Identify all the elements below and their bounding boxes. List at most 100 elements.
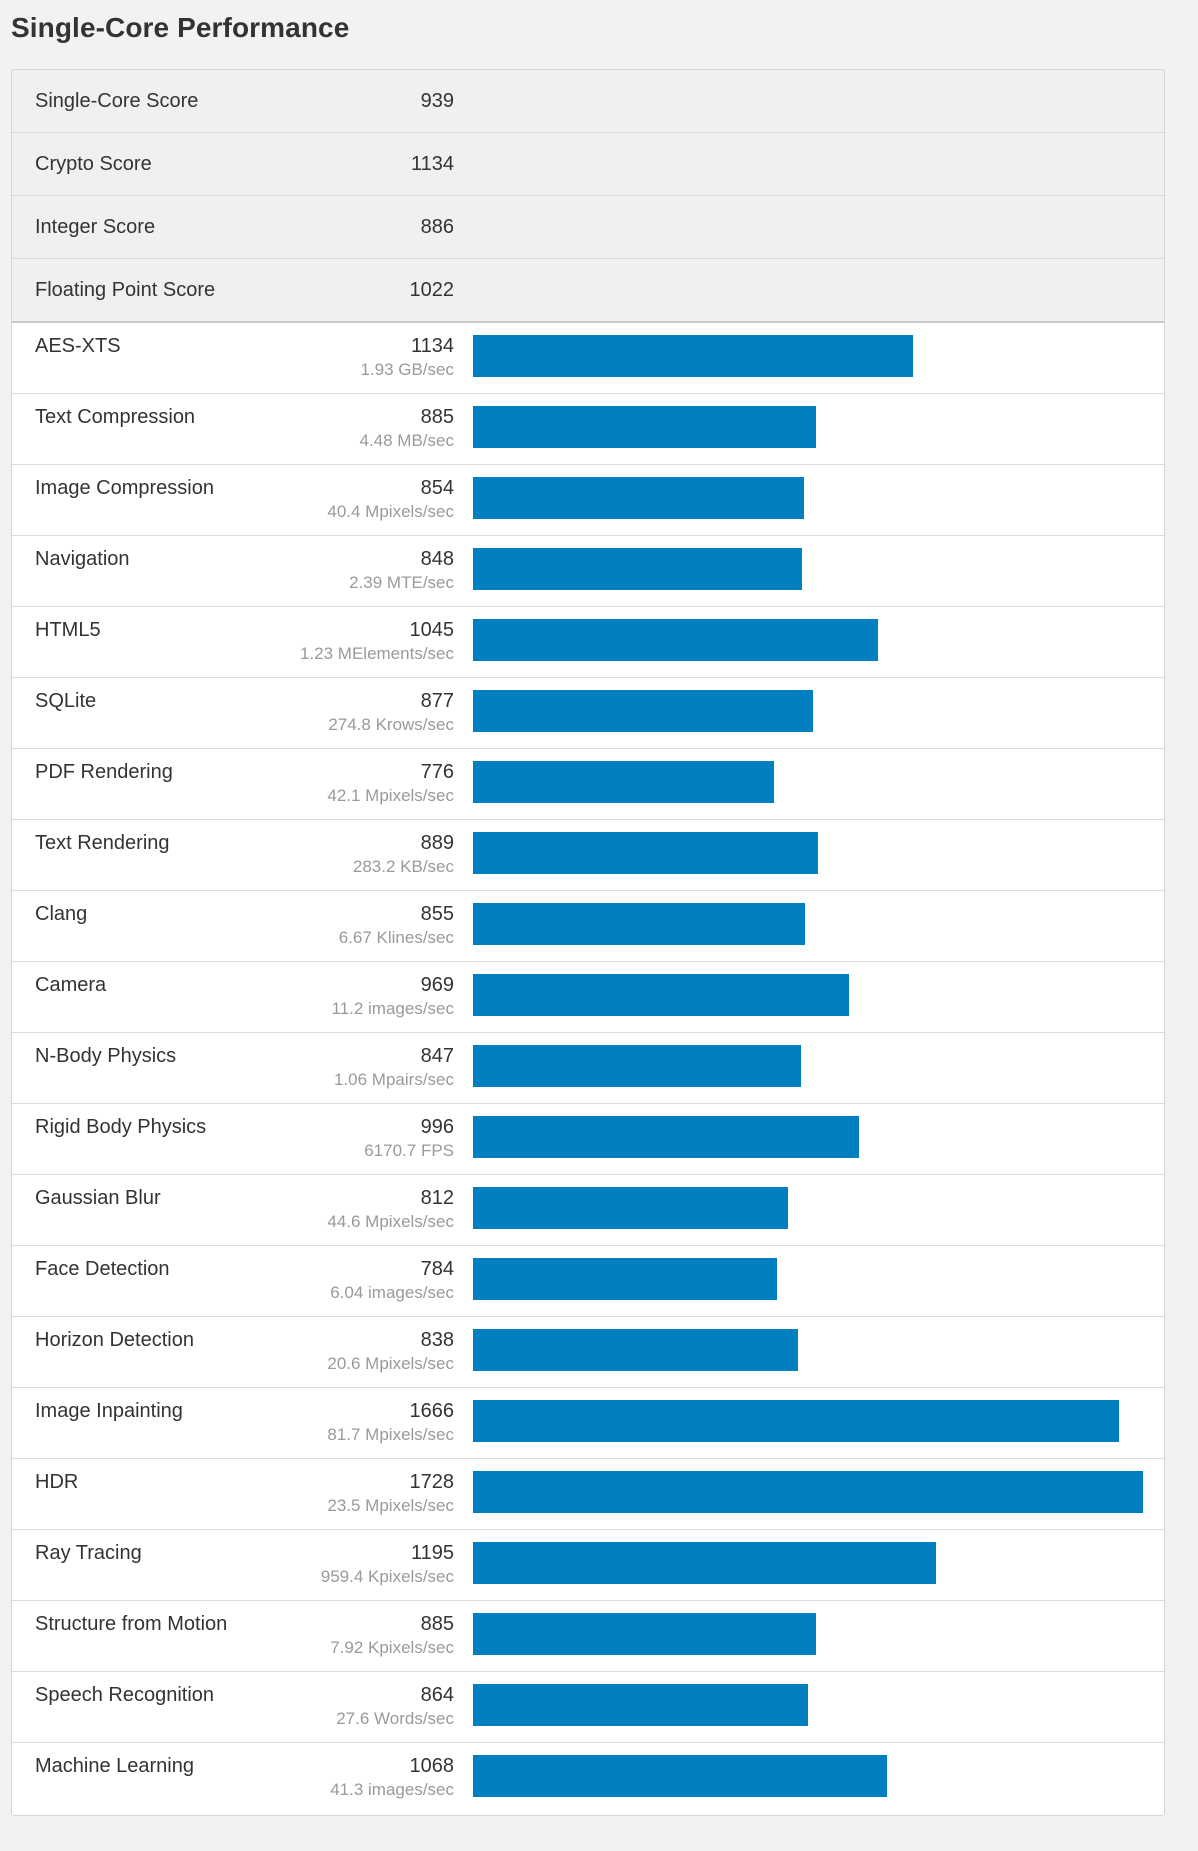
benchmark-bar-track bbox=[473, 1329, 1143, 1371]
benchmark-bar-track bbox=[473, 690, 1143, 732]
benchmark-name: Gaussian Blur bbox=[35, 1187, 161, 1210]
benchmark-bar-track bbox=[473, 619, 1143, 661]
benchmark-rate: 274.8 Krows/sec bbox=[328, 715, 454, 735]
benchmark-row: N-Body Physics 847 1.06 Mpairs/sec bbox=[12, 1033, 1164, 1104]
benchmark-row: Gaussian Blur 812 44.6 Mpixels/sec bbox=[12, 1175, 1164, 1246]
benchmark-bar bbox=[473, 548, 802, 590]
benchmark-bar-track bbox=[473, 1542, 1143, 1584]
benchmark-row: PDF Rendering 776 42.1 Mpixels/sec bbox=[12, 749, 1164, 820]
benchmark-bar bbox=[473, 903, 805, 945]
benchmark-score: 776 bbox=[421, 761, 454, 784]
benchmark-bar bbox=[473, 1542, 936, 1584]
benchmark-bar bbox=[473, 1258, 777, 1300]
summary-score: 1022 bbox=[410, 279, 455, 302]
benchmark-score: 885 bbox=[421, 1613, 454, 1636]
benchmark-bar-track bbox=[473, 406, 1143, 448]
benchmark-bar bbox=[473, 1045, 801, 1087]
benchmark-score: 1045 bbox=[410, 619, 455, 642]
benchmark-name: Text Compression bbox=[35, 406, 195, 429]
benchmark-score: 889 bbox=[421, 832, 454, 855]
benchmark-name: Camera bbox=[35, 974, 106, 997]
benchmark-bar bbox=[473, 1329, 798, 1371]
benchmark-name: HDR bbox=[35, 1471, 78, 1494]
benchmark-row: Machine Learning 1068 41.3 images/sec bbox=[12, 1743, 1164, 1815]
benchmark-rate: 27.6 Words/sec bbox=[336, 1709, 454, 1729]
summary-name: Floating Point Score bbox=[35, 279, 215, 302]
benchmark-row: AES-XTS 1134 1.93 GB/sec bbox=[12, 323, 1164, 394]
benchmark-score: 1195 bbox=[411, 1542, 454, 1565]
benchmark-bar bbox=[473, 761, 774, 803]
benchmark-bar bbox=[473, 1755, 887, 1797]
benchmark-score: 784 bbox=[421, 1258, 454, 1281]
benchmark-bar-track bbox=[473, 477, 1143, 519]
benchmark-row: Rigid Body Physics 996 6170.7 FPS bbox=[12, 1104, 1164, 1175]
benchmark-bar-track bbox=[473, 1684, 1143, 1726]
benchmark-rate: 40.4 Mpixels/sec bbox=[327, 502, 454, 522]
benchmark-rate: 4.48 MB/sec bbox=[360, 431, 455, 451]
benchmark-score: 1728 bbox=[410, 1471, 455, 1494]
benchmark-score: 855 bbox=[421, 903, 454, 926]
benchmark-score: 885 bbox=[421, 406, 454, 429]
benchmark-name: Text Rendering bbox=[35, 832, 170, 855]
benchmark-bar bbox=[473, 1684, 808, 1726]
benchmark-bar bbox=[473, 406, 816, 448]
benchmark-rate: 1.23 MElements/sec bbox=[300, 644, 454, 664]
summary-row: Floating Point Score 1022 bbox=[12, 259, 1164, 323]
benchmark-bar bbox=[473, 1116, 859, 1158]
summary-name: Single-Core Score bbox=[35, 90, 198, 113]
benchmark-row: Image Compression 854 40.4 Mpixels/sec bbox=[12, 465, 1164, 536]
benchmark-bar bbox=[473, 335, 913, 377]
benchmark-score: 1134 bbox=[411, 335, 454, 358]
summary-score: 886 bbox=[421, 216, 454, 239]
benchmark-list: AES-XTS 1134 1.93 GB/sec Text Compression 88… bbox=[12, 323, 1164, 1815]
benchmark-name: Image Compression bbox=[35, 477, 214, 500]
page-title: Single-Core Performance bbox=[11, 12, 349, 44]
benchmark-bar-track bbox=[473, 1613, 1143, 1655]
summary-score: 939 bbox=[421, 90, 454, 113]
benchmark-rate: 23.5 Mpixels/sec bbox=[327, 1496, 454, 1516]
benchmark-rate: 283.2 KB/sec bbox=[353, 857, 454, 877]
benchmark-rate: 11.2 images/sec bbox=[331, 999, 454, 1019]
summary-row: Single-Core Score 939 bbox=[12, 70, 1164, 133]
benchmark-row: HDR 1728 23.5 Mpixels/sec bbox=[12, 1459, 1164, 1530]
benchmark-name: Face Detection bbox=[35, 1258, 170, 1281]
benchmark-bar-track bbox=[473, 1755, 1143, 1797]
benchmark-rate: 20.6 Mpixels/sec bbox=[327, 1354, 454, 1374]
benchmark-rate: 2.39 MTE/sec bbox=[349, 573, 454, 593]
benchmark-rate: 6170.7 FPS bbox=[364, 1141, 454, 1161]
benchmark-rate: 81.7 Mpixels/sec bbox=[327, 1425, 454, 1445]
benchmark-score: 864 bbox=[421, 1684, 454, 1707]
benchmark-row: Text Rendering 889 283.2 KB/sec bbox=[12, 820, 1164, 891]
benchmark-name: Clang bbox=[35, 903, 87, 926]
benchmark-rate: 1.06 Mpairs/sec bbox=[334, 1070, 454, 1090]
benchmark-row: Text Compression 885 4.48 MB/sec bbox=[12, 394, 1164, 465]
benchmark-name: SQLite bbox=[35, 690, 96, 713]
benchmark-row: Ray Tracing 1195 959.4 Kpixels/sec bbox=[12, 1530, 1164, 1601]
benchmark-bar bbox=[473, 1400, 1119, 1442]
benchmark-bar bbox=[473, 1187, 788, 1229]
benchmark-name: Horizon Detection bbox=[35, 1329, 194, 1352]
benchmark-score: 969 bbox=[421, 974, 454, 997]
benchmark-name: HTML5 bbox=[35, 619, 101, 642]
benchmark-name: Machine Learning bbox=[35, 1755, 194, 1778]
benchmark-bar bbox=[473, 1613, 816, 1655]
benchmark-row: Clang 855 6.67 Klines/sec bbox=[12, 891, 1164, 962]
benchmark-name: Navigation bbox=[35, 548, 130, 571]
benchmark-score: 848 bbox=[421, 548, 454, 571]
benchmark-name: PDF Rendering bbox=[35, 761, 173, 784]
benchmark-row: Structure from Motion 885 7.92 Kpixels/sec bbox=[12, 1601, 1164, 1672]
benchmark-row: Face Detection 784 6.04 images/sec bbox=[12, 1246, 1164, 1317]
benchmark-bar-track bbox=[473, 903, 1143, 945]
benchmark-rate: 1.93 GB/sec bbox=[360, 360, 454, 380]
benchmark-rate: 6.67 Klines/sec bbox=[339, 928, 454, 948]
benchmark-row: Navigation 848 2.39 MTE/sec bbox=[12, 536, 1164, 607]
summary-score: 1134 bbox=[411, 153, 454, 176]
benchmark-score: 996 bbox=[421, 1116, 454, 1139]
benchmark-score: 854 bbox=[421, 477, 454, 500]
benchmark-rate: 6.04 images/sec bbox=[330, 1283, 454, 1303]
summary-section: Single-Core Score 939 Crypto Score 1134 Inte… bbox=[12, 70, 1164, 323]
benchmark-bar bbox=[473, 974, 849, 1016]
performance-panel: Single-Core Score 939 Crypto Score 1134 Inte… bbox=[11, 69, 1165, 1816]
benchmark-row: Horizon Detection 838 20.6 Mpixels/sec bbox=[12, 1317, 1164, 1388]
benchmark-bar-track bbox=[473, 335, 1143, 377]
